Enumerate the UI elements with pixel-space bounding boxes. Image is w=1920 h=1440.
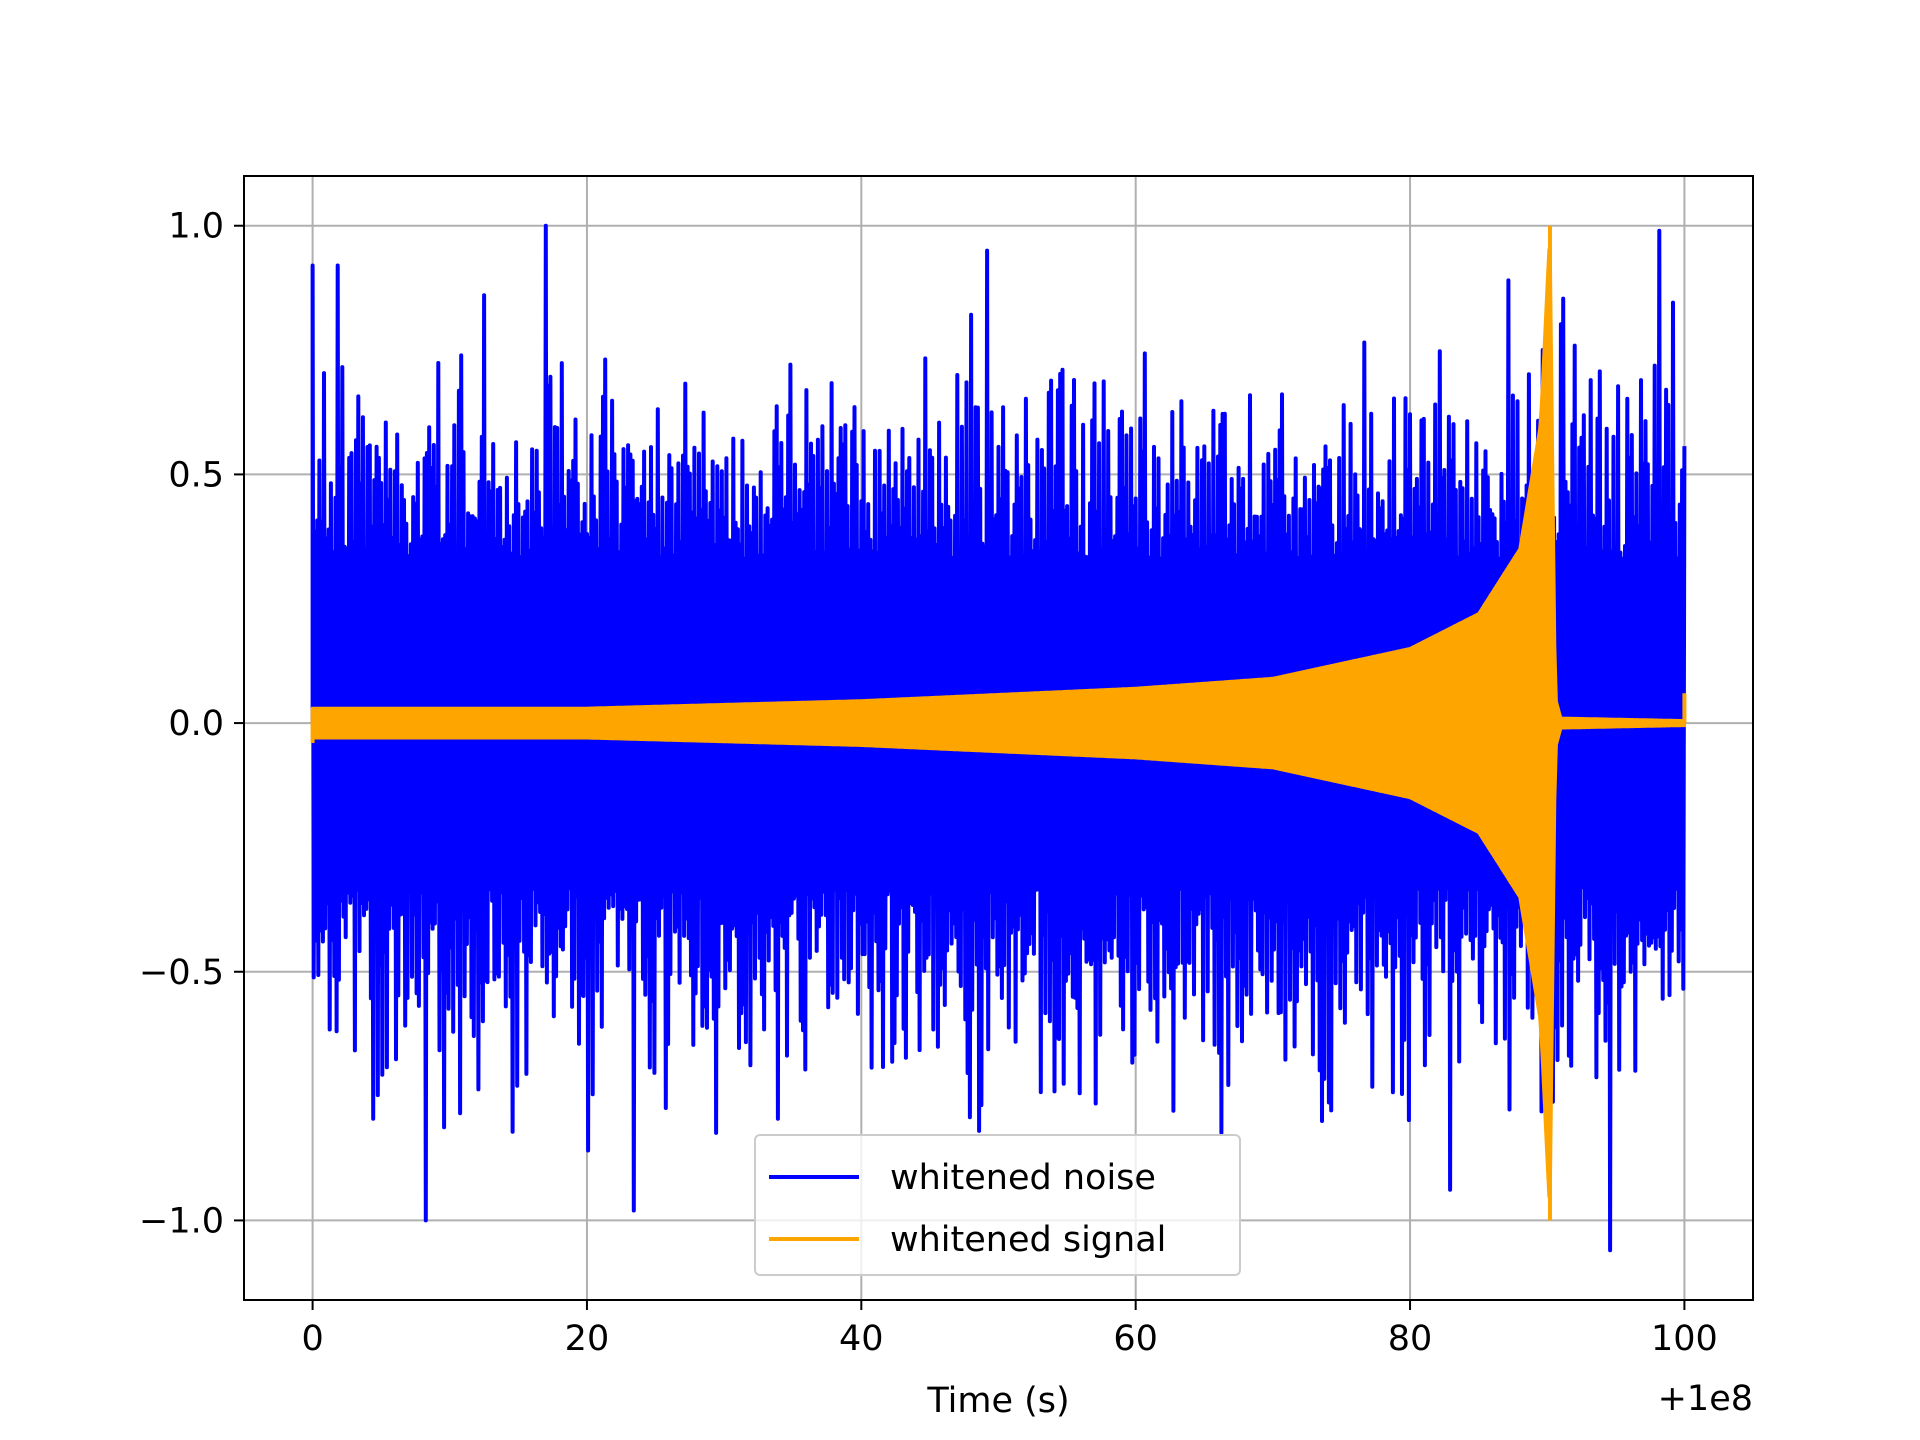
legend-label-whitened-noise: whitened noise xyxy=(890,1158,1156,1198)
x-tick-label: 0 xyxy=(301,1319,323,1359)
y-tick-label: 0.5 xyxy=(168,455,224,495)
x-tick-label: 60 xyxy=(1113,1319,1158,1359)
y-tick-label: −1.0 xyxy=(139,1201,224,1241)
data-area xyxy=(310,223,1687,1253)
y-tick-label: 0.0 xyxy=(168,704,224,744)
legend-box xyxy=(754,1134,1241,1276)
axes-frame xyxy=(243,175,1754,1301)
ticks: 0 20 40 60 80 100 −1.0 −0.5 0.0 0.5 1.0 xyxy=(139,207,1718,1359)
x-tick-label: 40 xyxy=(839,1319,884,1359)
legend-label-whitened-signal: whitened signal xyxy=(890,1220,1166,1260)
series-whitened-signal xyxy=(311,248,1686,1198)
x-tick-label: 20 xyxy=(565,1319,610,1359)
y-tick-label: 1.0 xyxy=(168,207,224,247)
x-tick-label: 100 xyxy=(1651,1319,1718,1359)
x-axis-offset-label: +1e8 xyxy=(1658,1379,1753,1419)
x-tick-label: 80 xyxy=(1388,1319,1433,1359)
legend: whitened noise whitened signal xyxy=(754,1134,1241,1276)
y-tick-label: −0.5 xyxy=(139,953,224,993)
x-axis-label: Time (s) xyxy=(926,1381,1069,1421)
